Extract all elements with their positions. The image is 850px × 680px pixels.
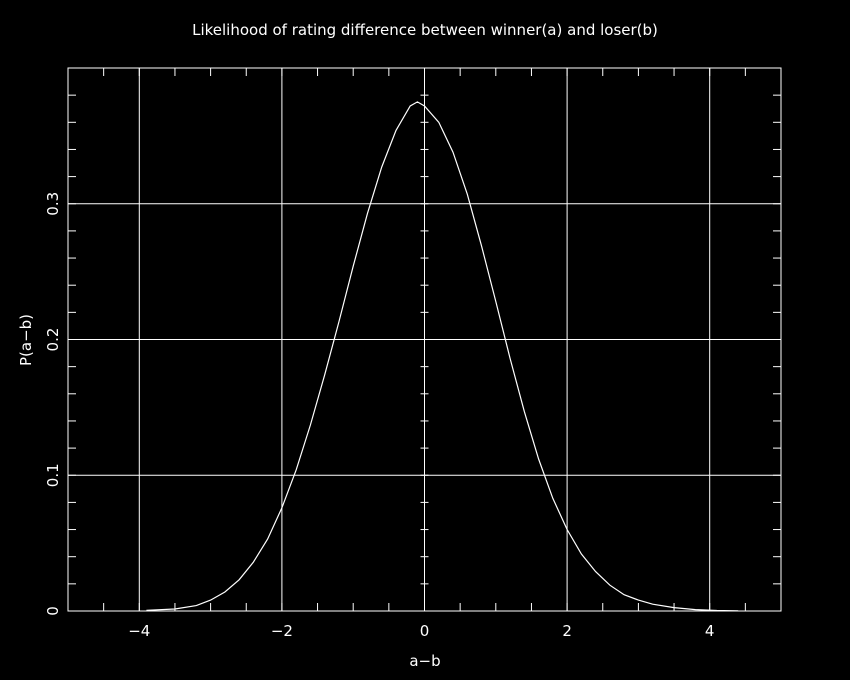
- x-tick-label: −2: [271, 622, 293, 640]
- minor-ticks: [68, 68, 781, 611]
- y-tick-labels: 0 0.1 0.2 0.3: [44, 192, 62, 616]
- x-tick-label: −4: [128, 622, 150, 640]
- x-tick-label: 0: [420, 622, 430, 640]
- y-tick-label: 0.2: [44, 328, 62, 352]
- plot-frame: [67, 67, 782, 612]
- x-tick-labels: −4 −2 0 2 4: [128, 622, 714, 640]
- x-axis-label: a−b: [409, 652, 440, 670]
- y-tick-label: 0.1: [44, 463, 62, 487]
- chart-title: Likelihood of rating difference between …: [192, 21, 658, 39]
- y-axis-label: P(a−b): [17, 314, 35, 366]
- x-tick-label: 2: [562, 622, 572, 640]
- y-tick-label: 0.3: [44, 192, 62, 216]
- y-tick-label: 0: [44, 606, 62, 616]
- likelihood-curve: [146, 101, 739, 612]
- x-tick-label: 4: [705, 622, 715, 640]
